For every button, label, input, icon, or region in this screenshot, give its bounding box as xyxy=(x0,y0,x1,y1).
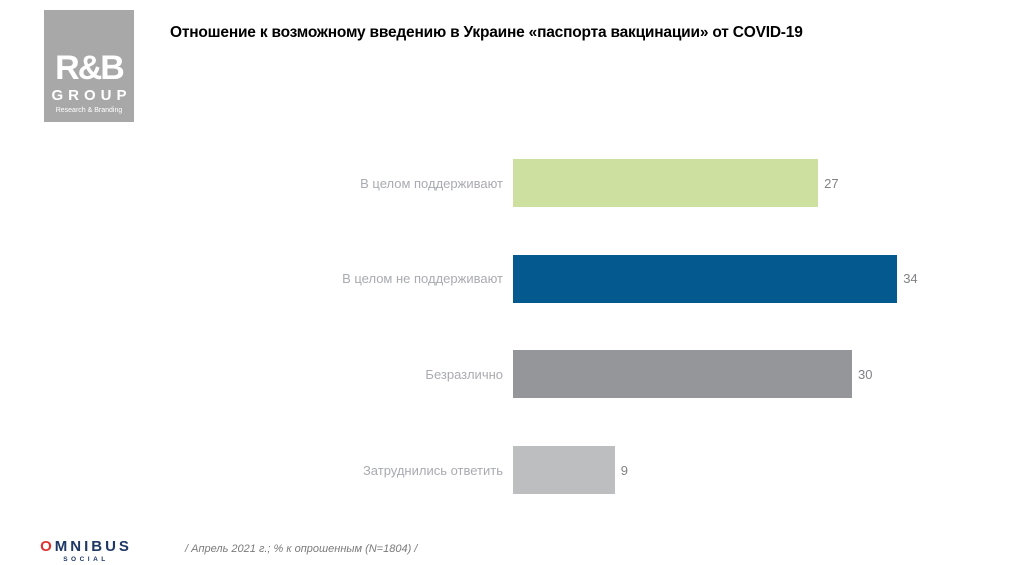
omnibus-logo-o: O xyxy=(40,538,55,555)
chart-row: В целом поддерживают 27 xyxy=(0,159,1020,207)
chart-row: В целом не поддерживают 34 xyxy=(0,254,1020,303)
omnibus-logo-word: OMNIBUS xyxy=(38,538,134,555)
omnibus-logo: OMNIBUS SOCIAL xyxy=(38,538,134,563)
value-label: 34 xyxy=(903,271,918,287)
rb-group-logo-text: R&B xyxy=(55,49,125,87)
bar xyxy=(513,159,819,207)
bar xyxy=(513,350,852,399)
chart-row: Затруднились ответить 9 xyxy=(0,446,1020,495)
category-label: Затруднились ответить xyxy=(362,462,503,478)
bar xyxy=(513,254,898,303)
rb-group-logo-group: GROUP xyxy=(51,87,132,104)
category-label: В целом не поддерживают xyxy=(342,271,503,287)
omnibus-logo-rest: MNIBUS xyxy=(54,538,132,555)
value-label: 27 xyxy=(824,175,839,191)
bar xyxy=(513,446,615,495)
rb-group-logo: R&B GROUP Research & Branding xyxy=(44,10,134,122)
omnibus-logo-sub: SOCIAL xyxy=(63,556,109,563)
value-label: 9 xyxy=(620,462,628,478)
category-label: В целом поддерживают xyxy=(360,175,503,191)
rb-group-logo-tagline: Research & Branding xyxy=(55,107,123,114)
category-label: Безразлично xyxy=(425,366,503,382)
bar-chart: В целом поддерживают 27 В целом не поддерж… xyxy=(0,159,1020,495)
survey-footnote: / Апрель 2021 г.; % к опрошенным (N=1804… xyxy=(185,543,418,555)
chart-title: Отношение к возможному введению в Украин… xyxy=(170,24,803,41)
chart-row: Безразлично 30 xyxy=(0,350,1020,399)
value-label: 30 xyxy=(858,366,873,382)
